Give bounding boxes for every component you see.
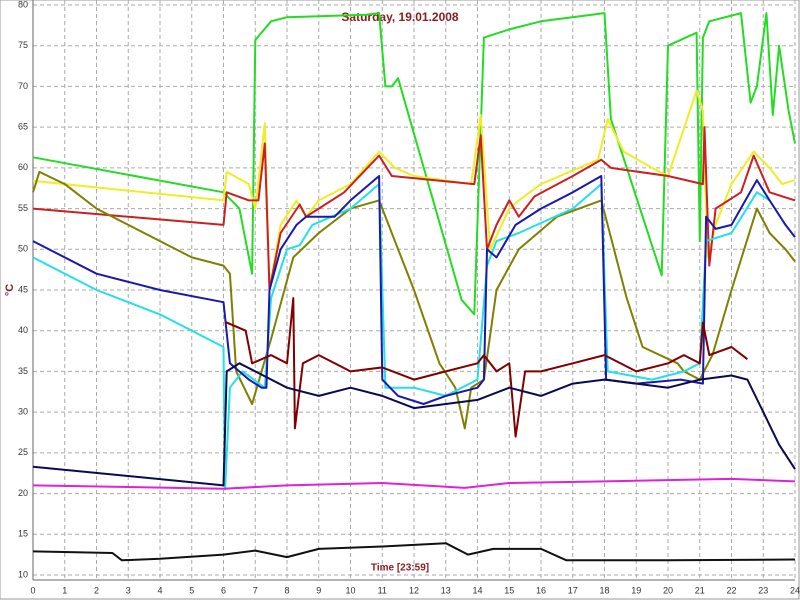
y-tick-label: 55: [18, 203, 28, 213]
x-tick-label: 9: [316, 585, 321, 595]
y-tick-label: 70: [18, 81, 28, 91]
y-tick-label: 75: [18, 40, 28, 50]
x-tick-label: 1: [62, 585, 67, 595]
x-tick-label: 23: [758, 585, 768, 595]
x-tick-label: 24: [790, 585, 800, 595]
x-tick-label: 6: [221, 585, 226, 595]
y-tick-label: 15: [18, 529, 28, 539]
series-line: [32, 477, 796, 490]
x-tick-label: 15: [504, 585, 514, 595]
y-tick-label: 20: [18, 488, 28, 498]
x-tick-label: 19: [631, 585, 641, 595]
y-tick-label: 65: [18, 122, 28, 132]
y-tick-label: 80: [18, 0, 28, 9]
chart-title: Saturday, 19.01.2008: [341, 10, 459, 24]
series-line: [32, 170, 796, 430]
y-tick-label: 50: [18, 244, 28, 254]
y-tick-label: 10: [18, 569, 28, 579]
y-axis-label: °C: [4, 284, 16, 296]
x-tick-label: 2: [94, 585, 99, 595]
x-tick-label: 17: [568, 585, 578, 595]
y-tick-label: 30: [18, 407, 28, 417]
y-tick-label: 40: [18, 325, 28, 335]
series-line: [225, 297, 749, 438]
x-tick-label: 20: [663, 585, 673, 595]
x-axis-label: Time [23:59]: [371, 563, 429, 574]
x-tick-label: 16: [536, 585, 546, 595]
x-tick-label: 5: [189, 585, 194, 595]
x-tick-label: 11: [378, 585, 387, 595]
series-line: [32, 362, 796, 487]
series-line: [32, 183, 771, 491]
x-tick-label: 18: [599, 585, 609, 595]
x-tick-label: 4: [157, 585, 162, 595]
x-tick-label: 7: [253, 585, 258, 595]
series-line: [32, 175, 796, 405]
y-tick-label: 60: [18, 162, 28, 172]
x-tick-label: 8: [284, 585, 289, 595]
x-tick-label: 10: [345, 585, 355, 595]
x-tick-label: 22: [726, 585, 736, 595]
series-line: [32, 542, 796, 562]
y-tick-label: 25: [18, 447, 28, 457]
x-tick-label: 0: [30, 585, 35, 595]
x-tick-label: 3: [126, 585, 131, 595]
x-tick-label: 13: [441, 585, 451, 595]
x-tick-label: 12: [409, 585, 419, 595]
y-tick-label: 45: [18, 284, 28, 294]
x-tick-label: 14: [472, 585, 482, 595]
y-tick-label: 35: [18, 366, 28, 376]
x-tick-label: 21: [695, 585, 705, 595]
series-line: [32, 12, 796, 316]
